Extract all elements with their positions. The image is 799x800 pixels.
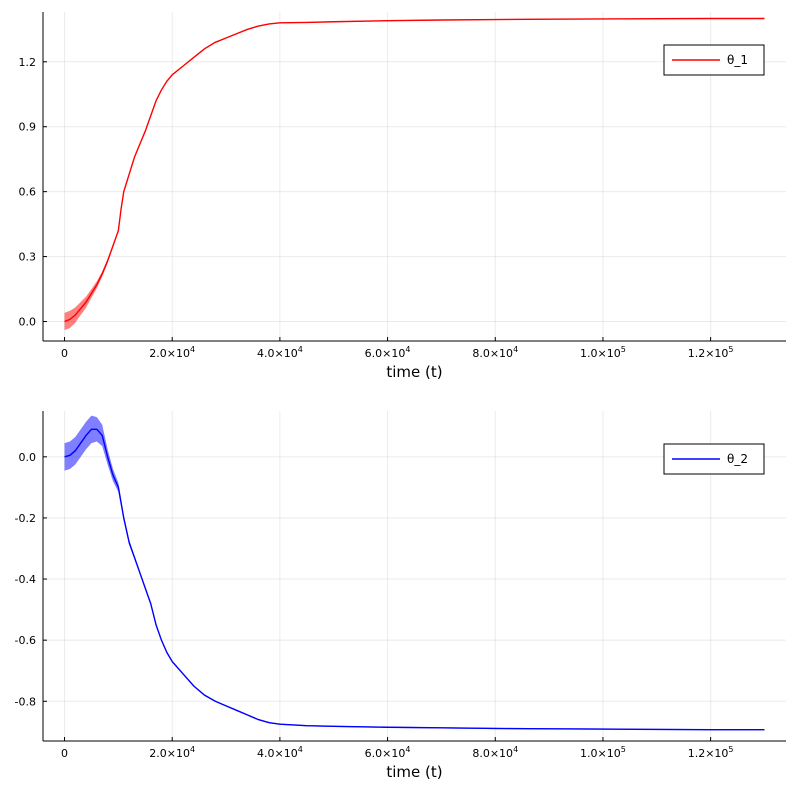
y-tick-label-2-1: -0.2 (15, 512, 36, 525)
x-tick-label-1-2: 4.0×104 (257, 345, 303, 360)
y-tick-label-1-0: 0.0 (19, 316, 37, 329)
legend-label-1: θ_1 (727, 53, 748, 67)
axes-2 (42, 411, 786, 742)
x-tick-exponent-2-6: 5 (728, 745, 733, 754)
series-line-1-1 (64, 17, 765, 323)
x-tick-label-2-3: 6.0×104 (365, 745, 411, 760)
series-band-1-1 (64, 18, 765, 331)
x-tick-label-2-1: 2.0×104 (149, 745, 195, 760)
x-tick-label-2-0: 0 (61, 747, 68, 760)
y-tick-label-1-4: 1.2 (19, 56, 37, 69)
x-tick-mantissa-1-4: 8.0×10 (472, 347, 513, 360)
y-tick-label-2-0: 0.0 (19, 451, 37, 464)
x-tick-label-1-0: 0 (61, 347, 68, 360)
x-tick-mantissa-2-2: 4.0×10 (257, 747, 298, 760)
x-tick-mantissa-1-5: 1.0×10 (580, 347, 621, 360)
x-tick-label-1-6: 1.2×105 (688, 345, 734, 360)
x-tick-exponent-2-5: 5 (621, 745, 626, 754)
series-group-2 (64, 415, 765, 731)
x-tick-mantissa-2-6: 1.2×10 (688, 747, 729, 760)
x-tick-exponent-2-3: 4 (405, 745, 410, 754)
legend-1: θ_1 (663, 44, 765, 76)
y-tick-label-2-2: -0.4 (15, 573, 36, 586)
x-tick-mantissa-1-6: 1.2×10 (688, 347, 729, 360)
x-tick-exponent-1-1: 4 (190, 345, 195, 354)
x-tick-mantissa-1-1: 2.0×10 (149, 347, 190, 360)
x-tick-label-2-2: 4.0×104 (257, 745, 303, 760)
x-tick-label-2-4: 8.0×104 (472, 745, 518, 760)
x-tick-exponent-1-6: 5 (728, 345, 733, 354)
x-axis-title-2: time (t) (386, 763, 442, 781)
x-tick-label-1-4: 8.0×104 (472, 345, 518, 360)
axes-1 (42, 12, 786, 342)
y-tick-label-2-4: -0.8 (15, 695, 36, 708)
x-tick-mantissa-1-2: 4.0×10 (257, 347, 298, 360)
y-tick-label-2-3: -0.6 (15, 634, 36, 647)
ticks-2: 0 2.0×104 4.0×104 6.0×104 8.0×104 1.0×105 1.2×… (15, 451, 734, 760)
x-tick-label-1-1: 2.0×104 (149, 345, 195, 360)
x-tick-exponent-2-4: 4 (513, 745, 518, 754)
grid-2 (43, 411, 786, 741)
x-tick-exponent-1-5: 5 (621, 345, 626, 354)
x-tick-label-1-5: 1.0×105 (580, 345, 626, 360)
x-axis-title-1: time (t) (386, 363, 442, 381)
x-tick-label-2-6: 1.2×105 (688, 745, 734, 760)
x-tick-label-1-3: 6.0×104 (365, 345, 411, 360)
x-tick-mantissa-1-3: 6.0×10 (365, 347, 406, 360)
series-line-2-1 (64, 428, 765, 731)
chart-panel-2: 0 2.0×104 4.0×104 6.0×104 8.0×104 1.0×105 1.2×… (15, 411, 786, 781)
chart-panel-1: 0 2.0×104 4.0×104 6.0×104 8.0×104 1.0×105 1.2×… (19, 12, 786, 381)
x-tick-exponent-1-4: 4 (513, 345, 518, 354)
series-group-1 (64, 17, 765, 331)
x-tick-exponent-2-1: 4 (190, 745, 195, 754)
x-tick-mantissa-2-4: 8.0×10 (472, 747, 513, 760)
ticks-1: 0 2.0×104 4.0×104 6.0×104 8.0×104 1.0×105 1.2×… (19, 56, 734, 360)
x-tick-exponent-1-2: 4 (298, 345, 303, 354)
x-tick-mantissa-2-1: 2.0×10 (149, 747, 190, 760)
x-tick-mantissa-2-5: 1.0×10 (580, 747, 621, 760)
series-band-2-1 (64, 415, 765, 731)
legend-label-2: θ_2 (727, 452, 748, 466)
x-tick-mantissa-2-3: 6.0×10 (365, 747, 406, 760)
y-tick-label-1-3: 0.9 (19, 121, 37, 134)
legend-2: θ_2 (663, 443, 765, 475)
x-tick-label-2-5: 1.0×105 (580, 745, 626, 760)
x-tick-exponent-2-2: 4 (298, 745, 303, 754)
y-tick-label-1-2: 0.6 (19, 186, 37, 199)
grid-1 (43, 12, 786, 341)
x-tick-exponent-1-3: 4 (405, 345, 410, 354)
y-tick-label-1-1: 0.3 (19, 251, 37, 264)
